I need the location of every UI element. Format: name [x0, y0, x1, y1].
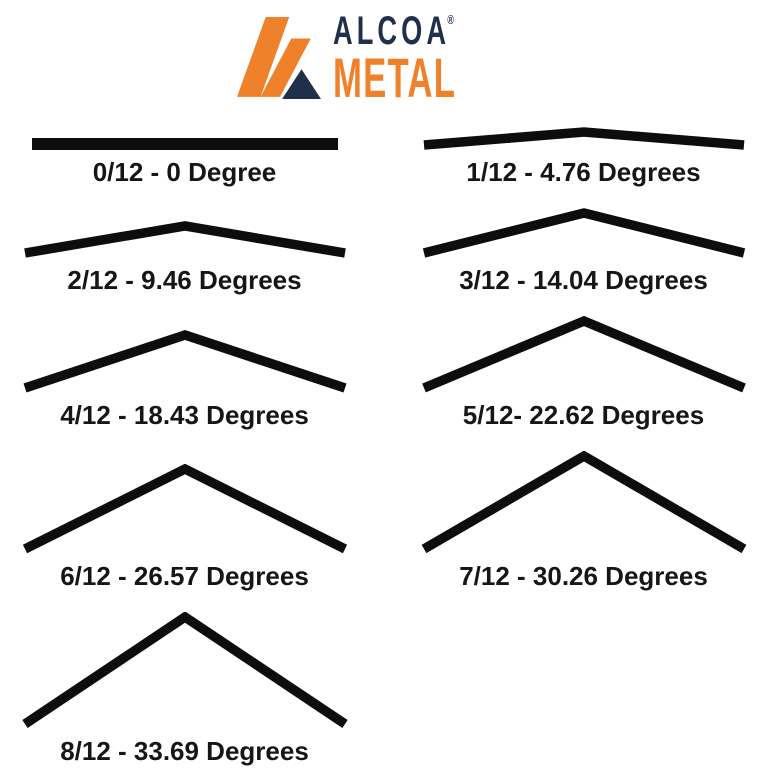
brand-bottom-text: METAL	[332, 46, 456, 110]
brand-name-bottom: METAL	[332, 46, 532, 110]
roof-line	[21, 611, 348, 728]
roof-line	[421, 450, 746, 553]
roof-pitch-shape-3-12	[422, 208, 745, 258]
pitch-label-6-12: 6/12 - 26.57 Degrees	[60, 560, 309, 591]
pitch-item-4-12: 4/12 - 18.43 Degrees	[17, 329, 352, 431]
pitch-label-5-12: 5/12- 22.62 Degrees	[462, 399, 705, 430]
roof-line	[23, 329, 346, 393]
logo-slash-left-icon	[236, 16, 289, 97]
roof-pitch-shape-5-12	[421, 315, 746, 393]
roof-pitch-shape-2-12	[23, 221, 346, 258]
roof-pitch-shape-1-12	[423, 127, 744, 150]
pitch-item-8-12: 8/12 - 33.69 Degrees	[17, 611, 352, 767]
pitch-label-2-12: 2/12 - 9.46 Degrees	[67, 264, 302, 295]
alcoa-metal-logo: ALCOA® METAL	[0, 11, 768, 110]
roof-pitch-shape-8-12	[21, 611, 348, 728]
pitch-item-6-12: 6/12 - 26.57 Degrees	[17, 463, 352, 592]
pitch-label-7-12: 7/12 - 30.26 Degrees	[459, 560, 708, 591]
roof-pitch-shape-7-12	[421, 450, 746, 553]
roof-line	[422, 208, 745, 258]
roof-line	[423, 127, 744, 150]
pitch-label-0-12: 0/12 - 0 Degree	[92, 157, 277, 188]
pitch-item-7-12: 7/12 - 30.26 Degrees	[416, 450, 751, 592]
brand-name-top: ALCOA®	[333, 11, 532, 51]
pitch-item-1-12: 1/12 - 4.76 Degrees	[416, 127, 751, 188]
roof-pitch-shape-4-12	[23, 329, 346, 393]
logo-wordmark: ALCOA® METAL	[332, 11, 532, 110]
alcoa-logo-mark	[236, 16, 321, 99]
roof-pitch-shape-6-12	[22, 463, 347, 554]
pitch-item-0-12: 0/12 - 0 Degree	[17, 138, 352, 188]
pitch-item-5-12: 5/12- 22.62 Degrees	[416, 315, 751, 431]
pitch-item-3-12: 3/12 - 14.04 Degrees	[416, 208, 751, 296]
brand-top-text: ALCOA	[332, 9, 450, 53]
pitch-label-1-12: 1/12 - 4.76 Degrees	[466, 157, 701, 188]
logo-triangle-icon	[281, 68, 321, 99]
registered-trademark: ®	[447, 12, 454, 27]
roof-line	[22, 463, 347, 554]
roof-line	[421, 315, 746, 393]
roof-pitch-shape-0-12	[31, 138, 338, 151]
pitch-label-3-12: 3/12 - 14.04 Degrees	[459, 264, 708, 295]
roof-line	[23, 221, 346, 258]
pitch-item-2-12: 2/12 - 9.46 Degrees	[17, 221, 352, 296]
pitch-label-4-12: 4/12 - 18.43 Degrees	[60, 399, 309, 430]
pitch-label-8-12: 8/12 - 33.69 Degrees	[60, 735, 309, 766]
logo-slash-right-icon	[260, 38, 311, 97]
roof-pitch-grid: 0/12 - 0 Degree 1/12 - 4.76 Degrees 2/12…	[17, 127, 751, 766]
